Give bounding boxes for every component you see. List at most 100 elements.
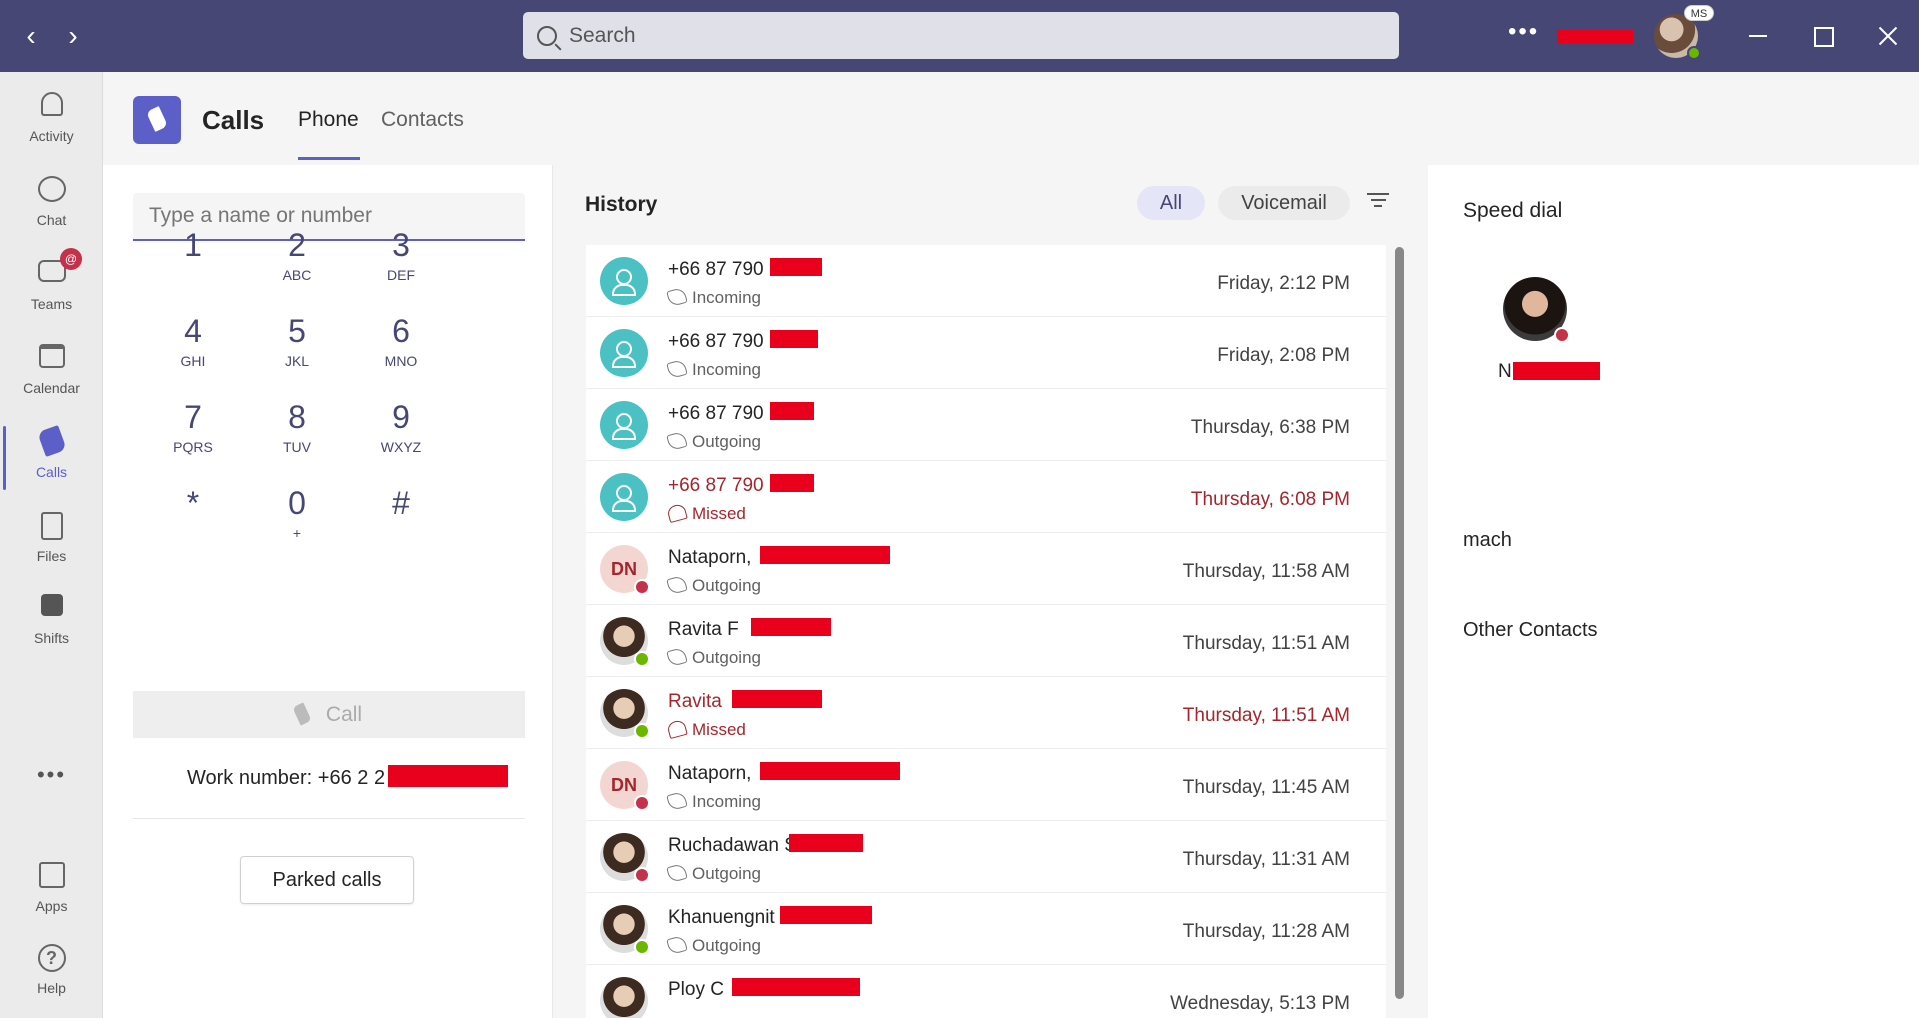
search-input[interactable]: Search [523,12,1399,59]
chevron-left-icon[interactable]: ‹ [26,20,36,51]
tab-phone[interactable]: Phone [298,108,359,131]
dial-key-letters: DEF [387,267,415,283]
call-type-label: Outgoing [692,648,761,667]
history-row[interactable]: Ploy C Wednesday, 5:13 PM [586,965,1386,1018]
dial-key-number: 0 [288,485,306,521]
call-time: Thursday, 11:58 AM [1182,561,1350,582]
title-bar: ‹ › Search ••• MS [0,0,1919,72]
filter-voicemail-button[interactable]: Voicemail [1218,186,1350,220]
contact-avatar [600,689,650,739]
rail-item-activity[interactable]: Activity [0,82,103,162]
call-type: Outgoing [666,934,761,956]
history-row[interactable]: +66 87 790 Incoming Friday, 2:08 PM [586,317,1386,389]
dial-key[interactable]: 3 DEF [351,225,451,305]
history-row[interactable]: Ruchadawan S Outgoing Thursday, 11:31 AM [586,821,1386,893]
dial-key[interactable]: 8 TUV [247,397,347,477]
call-type: Incoming [666,358,761,380]
dial-key[interactable]: 2 ABC [247,225,347,305]
dial-key[interactable]: 1 [143,225,243,305]
dial-key[interactable]: * [143,483,243,563]
presence-busy-icon [634,867,650,883]
call-type-label: Outgoing [692,576,761,595]
filter-icon[interactable] [1367,193,1389,211]
presence-available-icon [634,939,650,955]
dial-key-letters: WXYZ [380,439,422,455]
help-icon: ? [37,944,66,972]
maximize-button[interactable] [1801,18,1841,54]
close-button[interactable] [1867,18,1907,54]
speed-dial-contact-name[interactable]: N [1498,361,1512,382]
presence-busy-icon [1554,327,1570,343]
rail-item-chat[interactable]: Chat [0,166,103,246]
dial-key[interactable]: 5 JKL [247,311,347,391]
dial-key[interactable]: 6 MNO [351,311,451,391]
history-row[interactable]: Ravita Missed Thursday, 11:51 AM [586,677,1386,749]
dial-input[interactable] [133,193,525,241]
call-time: Thursday, 11:31 AM [1182,849,1350,870]
caller-name: Nataporn, [668,547,752,568]
caller-name: Nataporn, [668,763,752,784]
rail-item-teams[interactable]: Teams [0,250,103,330]
presence-busy-icon [634,795,650,811]
dial-key-letters: GHI [180,353,206,369]
dial-key-number: 3 [392,227,410,263]
redacted-caller-detail [770,330,818,348]
call-type: Incoming [666,790,761,812]
dial-key-letters: ABC [282,267,312,283]
history-row[interactable]: DN Nataporn, Incoming Thursday, 11:45 AM [586,749,1386,821]
call-type-label: Outgoing [692,864,761,883]
contact-group-other[interactable]: Other Contacts [1463,619,1598,641]
history-row[interactable]: +66 87 790 Outgoing Thursday, 6:38 PM [586,389,1386,461]
rail-item-calls[interactable]: Calls [0,418,103,498]
call-type-label: Incoming [692,360,761,379]
dial-key-number: 6 [392,313,410,349]
search-icon [537,25,557,46]
minimize-button[interactable] [1737,18,1777,54]
more-options-icon[interactable]: ••• [1508,18,1540,45]
history-row[interactable]: +66 87 790 Incoming Friday, 2:12 PM [586,245,1386,317]
history-row[interactable]: DN Nataporn, Outgoing Thursday, 11:58 AM [586,533,1386,605]
history-row[interactable]: +66 87 790 Missed Thursday, 6:08 PM [586,461,1386,533]
rail-item-apps[interactable]: Apps [0,852,103,932]
presence-busy-icon [634,579,650,595]
dial-key-letters: PQRS [173,439,213,455]
dial-key[interactable]: 0 + [247,483,347,563]
rail-item-help[interactable]: ? Help [0,934,103,1014]
outgoing-call-icon [666,574,688,596]
incoming-call-icon [666,790,688,812]
dial-key-number: 8 [288,399,306,435]
redacted-caller-detail [760,546,890,564]
dial-key[interactable]: 7 PQRS [143,397,243,477]
contact-group-mach[interactable]: mach [1463,529,1512,551]
parked-calls-button[interactable]: Parked calls [240,856,414,904]
call-type-label: Missed [692,504,746,523]
chat-icon [37,176,66,202]
filter-all-button[interactable]: All [1137,186,1205,220]
rail-item-files[interactable]: Files [0,502,103,582]
tab-contacts[interactable]: Contacts [381,108,464,131]
dial-key-number: 1 [184,227,202,263]
phone-icon [36,425,67,457]
unknown-caller-avatar [600,401,648,449]
dial-pad-panel: Call Work number: +66 2 2 Parked calls 1… [103,165,553,1018]
unknown-caller-avatar [600,473,648,521]
scrollbar[interactable] [1395,247,1404,999]
dial-key[interactable]: 4 GHI [143,311,243,391]
rail-item-shifts[interactable]: Shifts [0,584,103,664]
more-apps-icon[interactable]: ••• [36,762,67,787]
presence-available-icon [634,723,650,739]
outgoing-call-icon [666,646,688,668]
caller-name: Ruchadawan S [668,835,797,856]
dial-key[interactable]: 9 WXYZ [351,397,451,477]
history-row[interactable]: Khanuengnit Outgoing Thursday, 11:28 AM [586,893,1386,965]
history-row[interactable]: Ravita F Outgoing Thursday, 11:51 AM [586,605,1386,677]
call-button[interactable]: Call [133,691,525,738]
dial-key[interactable]: # [351,483,451,563]
chevron-right-icon[interactable]: › [68,20,78,51]
call-time: Friday, 2:12 PM [1217,273,1350,294]
calendar-icon [38,344,65,368]
redacted-contact-name [1513,362,1600,380]
rail-item-calendar[interactable]: Calendar [0,334,103,414]
call-type: Missed [666,502,746,524]
call-time: Thursday, 11:28 AM [1182,921,1350,942]
